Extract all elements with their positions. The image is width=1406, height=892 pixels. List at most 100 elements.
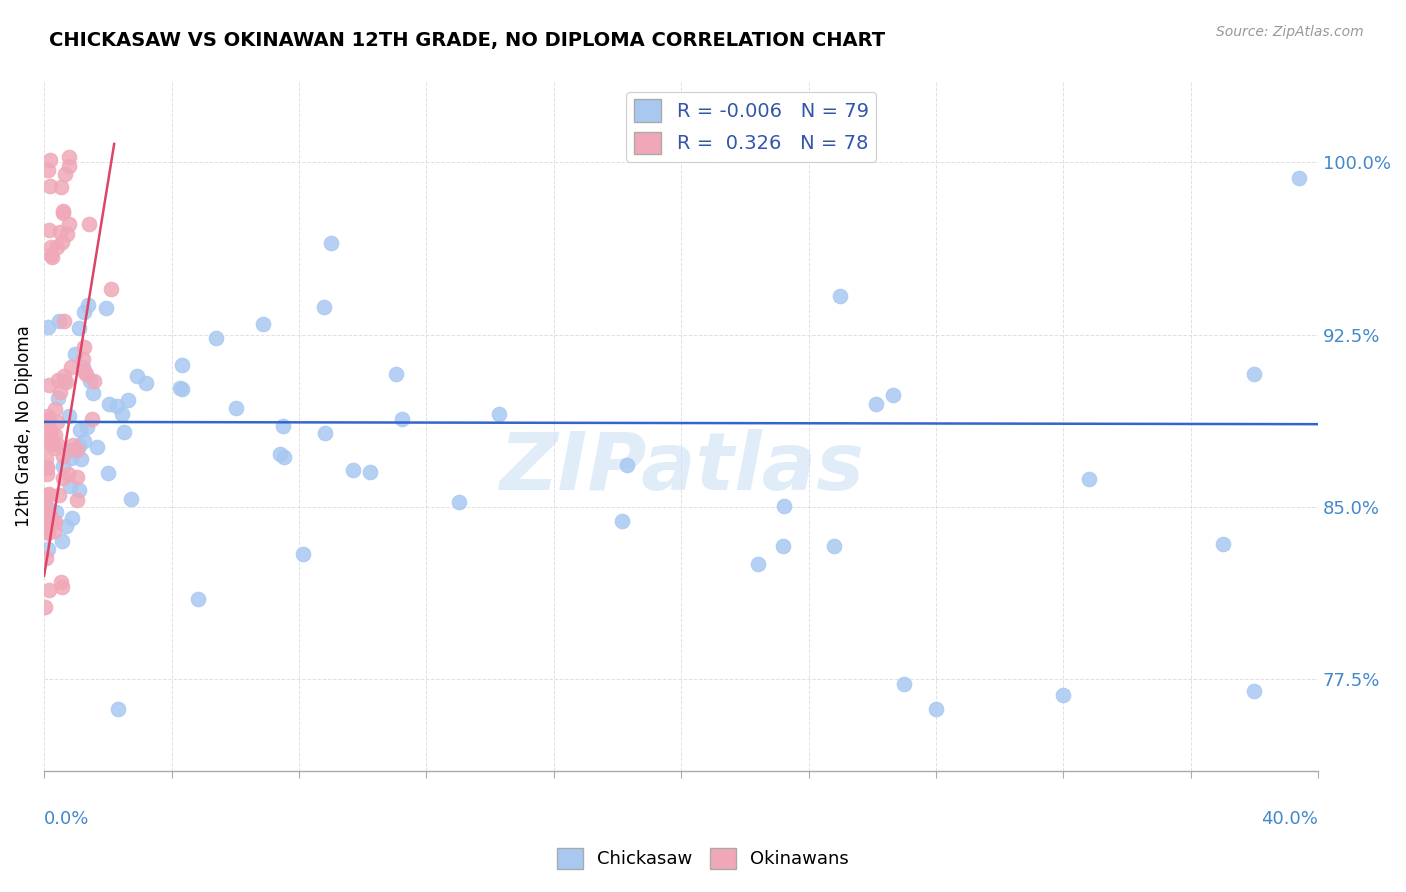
Point	[35, 551, 58, 566]
Point	[59, 360, 82, 375]
Point	[52, 204, 75, 219]
Point	[73, 364, 96, 378]
Text: CHICKASAW VS OKINAWAN 12TH GRADE, NO DIPLOMA CORRELATION CHART: CHICKASAW VS OKINAWAN 12TH GRADE, NO DIP…	[49, 31, 886, 50]
Point	[1212, 536, 1234, 550]
Point	[37, 488, 59, 502]
Point	[67, 321, 90, 335]
Point	[34, 494, 56, 508]
Point	[314, 425, 336, 440]
Point	[52, 471, 75, 485]
Point	[59, 443, 82, 458]
Point	[170, 382, 193, 396]
Point	[34, 460, 56, 475]
Point	[319, 235, 342, 250]
Point	[52, 206, 75, 220]
Point	[46, 391, 69, 405]
Point	[52, 368, 75, 383]
Point	[391, 411, 413, 425]
Point	[1078, 472, 1101, 486]
Point	[385, 367, 408, 381]
Point	[49, 180, 72, 194]
Point	[127, 369, 149, 384]
Point	[170, 359, 193, 373]
Point	[865, 397, 887, 411]
Point	[55, 519, 77, 533]
Point	[58, 159, 80, 173]
Point	[62, 438, 84, 452]
Point	[893, 677, 915, 691]
Point	[35, 488, 58, 502]
Point	[37, 437, 59, 451]
Point	[73, 340, 96, 354]
Point	[58, 150, 80, 164]
Point	[1288, 171, 1310, 186]
Point	[72, 352, 94, 367]
Point	[1243, 367, 1265, 381]
Point	[37, 320, 59, 334]
Point	[70, 452, 93, 467]
Legend: R = -0.006   N = 79, R =  0.326   N = 78: R = -0.006 N = 79, R = 0.326 N = 78	[626, 92, 876, 161]
Point	[42, 524, 65, 539]
Point	[39, 248, 62, 262]
Point	[38, 487, 60, 501]
Point	[77, 217, 100, 231]
Point	[44, 504, 66, 518]
Point	[58, 217, 80, 231]
Point	[37, 460, 59, 475]
Point	[53, 167, 76, 181]
Text: ZIPatlas: ZIPatlas	[499, 429, 863, 507]
Point	[75, 367, 97, 381]
Point	[772, 539, 794, 553]
Point	[86, 440, 108, 454]
Point	[49, 225, 72, 239]
Point	[205, 331, 228, 345]
Point	[120, 492, 142, 507]
Point	[66, 470, 89, 484]
Point	[46, 239, 69, 253]
Point	[225, 401, 247, 415]
Point	[59, 451, 82, 466]
Point	[823, 539, 845, 553]
Point	[51, 534, 73, 549]
Point	[488, 407, 510, 421]
Point	[49, 574, 72, 589]
Point	[38, 153, 60, 168]
Point	[1243, 683, 1265, 698]
Point	[35, 467, 58, 481]
Text: 0.0%: 0.0%	[44, 810, 90, 828]
Point	[82, 386, 104, 401]
Point	[38, 501, 60, 516]
Point	[37, 541, 59, 556]
Point	[51, 235, 73, 249]
Point	[34, 506, 56, 520]
Point	[292, 547, 315, 561]
Text: Source: ZipAtlas.com: Source: ZipAtlas.com	[1216, 25, 1364, 39]
Point	[135, 376, 157, 390]
Point	[38, 378, 60, 392]
Point	[56, 467, 79, 481]
Point	[35, 452, 58, 467]
Point	[169, 381, 191, 395]
Point	[342, 463, 364, 477]
Point	[34, 500, 56, 515]
Point	[610, 514, 633, 528]
Point	[79, 374, 101, 388]
Point	[38, 582, 60, 597]
Point	[34, 599, 56, 614]
Point	[187, 591, 209, 606]
Point	[96, 466, 118, 480]
Point	[38, 223, 60, 237]
Point	[52, 375, 75, 389]
Point	[37, 409, 59, 424]
Point	[252, 317, 274, 331]
Point	[58, 409, 80, 423]
Point	[98, 397, 121, 411]
Point	[35, 460, 58, 475]
Point	[83, 374, 105, 388]
Point	[55, 375, 77, 389]
Point	[107, 702, 129, 716]
Point	[105, 399, 128, 413]
Point	[48, 314, 70, 328]
Point	[38, 412, 60, 426]
Point	[39, 429, 62, 443]
